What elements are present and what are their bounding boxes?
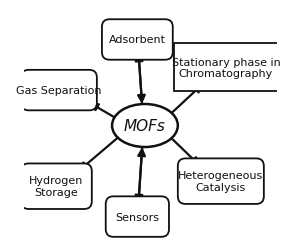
Text: Hydrogen
Storage: Hydrogen Storage <box>29 176 84 197</box>
Ellipse shape <box>112 105 178 147</box>
Text: Sensors: Sensors <box>116 212 159 222</box>
Text: Gas Separation: Gas Separation <box>16 86 102 96</box>
Text: Adsorbent: Adsorbent <box>109 35 166 45</box>
FancyBboxPatch shape <box>178 159 264 204</box>
FancyBboxPatch shape <box>174 44 278 92</box>
FancyBboxPatch shape <box>106 197 169 237</box>
Text: MOFs: MOFs <box>124 118 166 134</box>
FancyBboxPatch shape <box>21 71 97 111</box>
Text: Heterogeneous
Catalysis: Heterogeneous Catalysis <box>178 171 263 192</box>
FancyBboxPatch shape <box>102 20 173 60</box>
Text: Stationary phase in
Chromatography: Stationary phase in Chromatography <box>172 57 280 79</box>
FancyBboxPatch shape <box>21 164 92 209</box>
